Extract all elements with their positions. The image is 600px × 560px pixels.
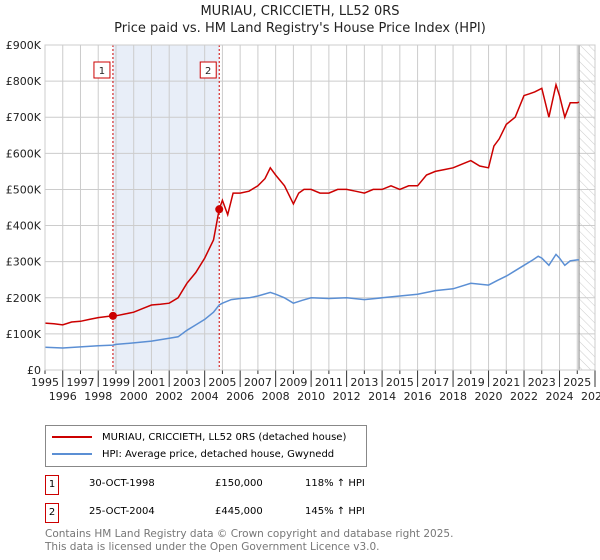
series-line (44, 253, 579, 349)
sale-period-band (112, 45, 220, 370)
footer: Contains HM Land Registry data © Crown c… (45, 528, 453, 554)
y-tick-label: £300K (6, 256, 42, 269)
transaction-date: 30-OCT-1998 (89, 478, 155, 489)
x-tick-label: 2002 (155, 390, 183, 403)
x-tick-label: 2019 (457, 376, 485, 389)
legend-label: HPI: Average price, detached house, Gwyn… (102, 448, 335, 460)
transaction-hpi: 118% ↑ HPI (305, 478, 365, 489)
x-tick-label: 2003 (173, 376, 201, 389)
footer-line: Contains HM Land Registry data © Crown c… (45, 528, 454, 540)
x-tick-label: 2001 (137, 376, 165, 389)
x-tick-label: 2020 (475, 390, 503, 403)
x-tick-label: 2024 (546, 390, 574, 403)
y-tick-label: £400K (6, 220, 42, 233)
transaction-price: £150,000 (215, 478, 263, 489)
transaction-price: £445,000 (215, 506, 263, 517)
transaction-badge: 2 (45, 503, 59, 523)
transaction-date: 25-OCT-2004 (89, 506, 155, 517)
transaction-hpi: 145% ↑ HPI (305, 506, 365, 517)
chart-title: MURIAU, CRICCIETH, LL52 0RS (200, 4, 400, 19)
x-tick-label: 2004 (191, 390, 219, 403)
plot-frame (44, 44, 596, 371)
x-tick-label: 2017 (421, 376, 449, 389)
x-tick-label: 1996 (49, 390, 77, 403)
x-tick-label: 2006 (226, 390, 254, 403)
y-tick-label: £200K (6, 292, 42, 305)
sale-point (215, 205, 224, 214)
series-line (44, 81, 580, 326)
sale-label-box (199, 61, 217, 79)
x-tick-label: 2015 (386, 376, 414, 389)
footer-line: This data is licensed under the Open Gov… (45, 541, 380, 553)
y-tick-label: £100K (6, 328, 42, 341)
x-tick-label: 2010 (297, 390, 325, 403)
x-tick-label: 2007 (244, 376, 272, 389)
transaction-row: 2 25-OCT-2004 £445,000 145% ↑ HPI (45, 503, 600, 523)
legend-item-property: MURIAU, CRICCIETH, LL52 0RS (detached ho… (52, 429, 346, 445)
x-tick-label: 2018 (439, 390, 467, 403)
legend-item-hpi: HPI: Average price, detached house, Gwyn… (52, 446, 334, 462)
x-tick-label: 2022 (510, 390, 538, 403)
legend-label: MURIAU, CRICCIETH, LL52 0RS (detached ho… (102, 431, 347, 443)
x-tick-label: 2009 (279, 376, 307, 389)
transaction-badge: 1 (45, 475, 59, 495)
forecast-hatch (579, 45, 595, 370)
x-tick-label: 2025 (563, 376, 591, 389)
x-tick-label: 2008 (262, 390, 290, 403)
x-tick-label: 2013 (350, 376, 378, 389)
x-tick-label: 2026 (581, 390, 600, 403)
y-tick-label: £700K (6, 111, 42, 124)
y-tick-label: £0 (27, 364, 41, 377)
x-tick-label: 2023 (528, 376, 556, 389)
x-tick-label: 2016 (404, 390, 432, 403)
plot-area: 1995199619971998199920002001200220032004… (6, 39, 600, 403)
y-tick-label: £500K (6, 183, 42, 196)
y-tick-label: £600K (6, 147, 42, 160)
sale-label: 1 (99, 66, 105, 77)
y-tick-label: £800K (6, 75, 42, 88)
chart-subtitle: Price paid vs. HM Land Registry's House … (114, 21, 486, 36)
legend-swatch (52, 436, 92, 438)
y-tick-label: £900K (6, 39, 42, 52)
sale-point (108, 311, 117, 320)
x-tick-label: 2014 (368, 390, 396, 403)
x-tick-label: 2000 (120, 390, 148, 403)
x-tick-label: 2011 (315, 376, 343, 389)
legend: MURIAU, CRICCIETH, LL52 0RS (detached ho… (45, 425, 367, 467)
x-tick-label: 1995 (31, 376, 59, 389)
sale-label: 2 (205, 66, 211, 77)
x-tick-label: 2012 (333, 390, 361, 403)
legend-swatch (52, 453, 92, 455)
sale-label-box (93, 61, 111, 79)
x-tick-label: 1999 (102, 376, 130, 389)
x-tick-label: 1998 (84, 390, 112, 403)
x-tick-label: 1997 (66, 376, 94, 389)
x-tick-label: 2021 (492, 376, 520, 389)
transaction-row: 1 30-OCT-1998 £150,000 118% ↑ HPI (45, 475, 600, 495)
x-tick-label: 2005 (208, 376, 236, 389)
